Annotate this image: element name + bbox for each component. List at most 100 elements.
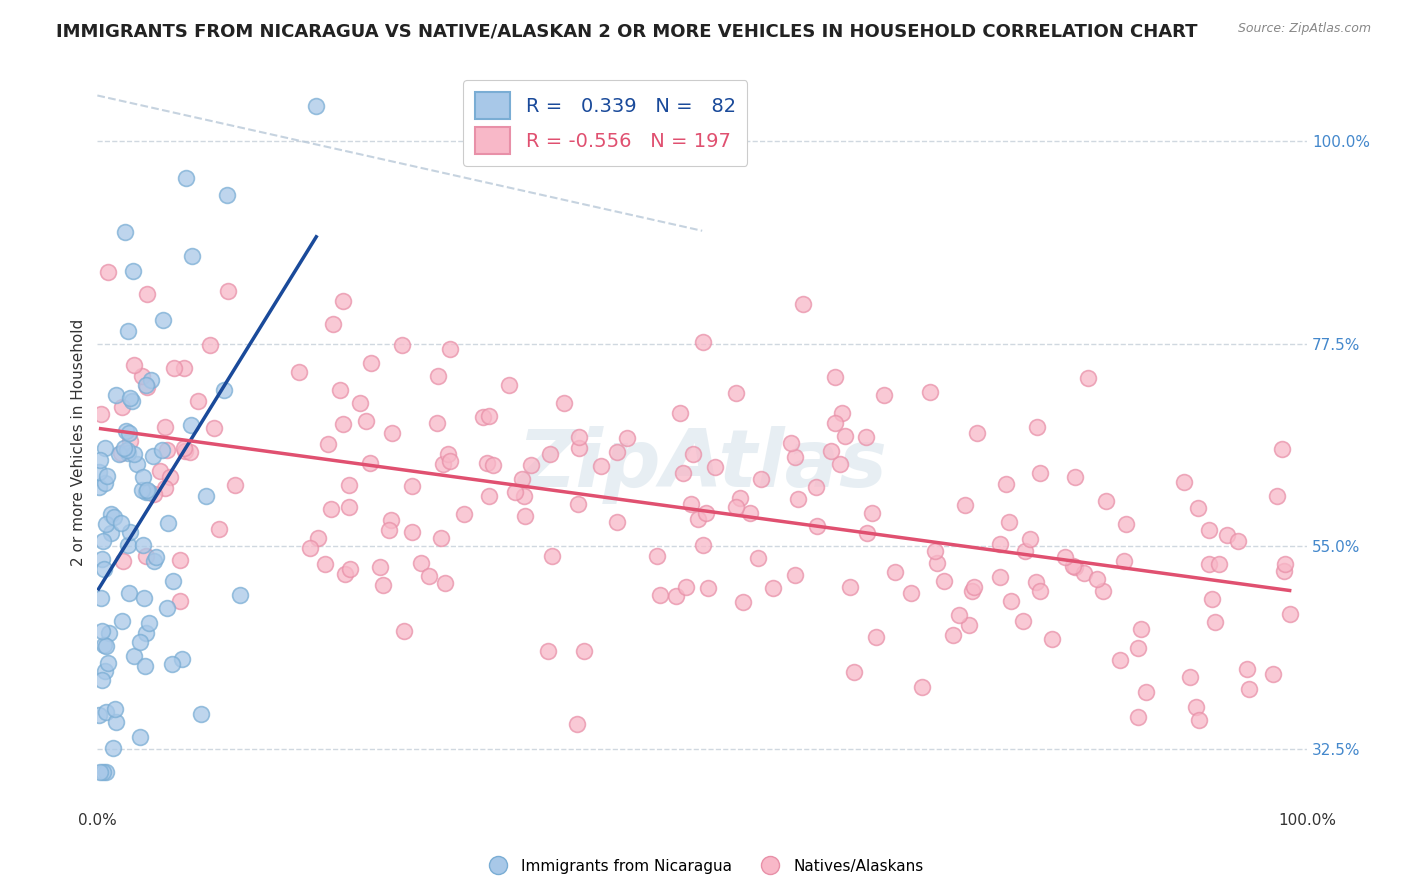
Point [141, 373, 163, 387]
Point [378, 523, 401, 537]
Point [120, 525, 142, 540]
Point [89, 465, 111, 479]
Point [696, 581, 718, 595]
Point [97, 626, 120, 640]
Point [129, 635, 152, 649]
Point [87, 708, 110, 723]
Point [299, 541, 322, 555]
Point [665, 590, 688, 604]
Point [117, 585, 139, 599]
Point [997, 515, 1019, 529]
Point [675, 580, 697, 594]
Point [111, 400, 134, 414]
Point [963, 581, 986, 595]
Point [953, 498, 976, 512]
Point [1064, 560, 1087, 574]
Point [120, 391, 142, 405]
Point [1077, 370, 1099, 384]
Point [567, 716, 589, 731]
Point [111, 553, 134, 567]
Point [148, 464, 170, 478]
Point [512, 489, 534, 503]
Point [90, 624, 112, 638]
Point [1073, 566, 1095, 581]
Point [111, 614, 134, 628]
Point [553, 396, 575, 410]
Point [681, 497, 703, 511]
Point [138, 485, 160, 500]
Point [645, 549, 668, 563]
Point [1095, 494, 1118, 508]
Point [962, 583, 984, 598]
Point [103, 510, 125, 524]
Point [96, 764, 118, 779]
Point [439, 454, 461, 468]
Point [332, 417, 354, 432]
Point [1278, 607, 1301, 622]
Point [392, 624, 415, 639]
Point [911, 680, 934, 694]
Point [669, 406, 692, 420]
Point [948, 607, 970, 622]
Point [1201, 592, 1223, 607]
Point [1236, 662, 1258, 676]
Point [381, 425, 404, 440]
Point [110, 516, 132, 530]
Point [93, 638, 115, 652]
Point [855, 430, 877, 444]
Point [169, 553, 191, 567]
Point [319, 501, 342, 516]
Point [112, 441, 135, 455]
Point [738, 506, 761, 520]
Point [498, 378, 520, 392]
Point [173, 361, 195, 376]
Point [114, 225, 136, 239]
Point [110, 445, 132, 459]
Point [1064, 470, 1087, 484]
Point [134, 659, 156, 673]
Point [418, 569, 440, 583]
Point [1198, 557, 1220, 571]
Point [356, 413, 378, 427]
Point [453, 508, 475, 522]
Point [831, 406, 853, 420]
Point [224, 478, 246, 492]
Point [104, 388, 127, 402]
Point [138, 616, 160, 631]
Point [380, 513, 402, 527]
Point [121, 394, 143, 409]
Point [122, 447, 145, 461]
Point [1085, 572, 1108, 586]
Point [94, 664, 117, 678]
Point [1025, 574, 1047, 589]
Point [135, 378, 157, 392]
Point [724, 386, 747, 401]
Point [860, 506, 883, 520]
Point [1091, 583, 1114, 598]
Point [314, 558, 336, 572]
Point [162, 657, 184, 671]
Point [537, 644, 560, 658]
Point [1271, 442, 1294, 456]
Point [180, 417, 202, 432]
Point [648, 588, 671, 602]
Point [1187, 500, 1209, 515]
Text: Source: ZipAtlas.com: Source: ZipAtlas.com [1237, 22, 1371, 36]
Point [89, 453, 111, 467]
Point [118, 434, 141, 449]
Point [93, 475, 115, 490]
Point [839, 580, 862, 594]
Point [541, 549, 564, 563]
Point [432, 458, 454, 472]
Point [156, 442, 179, 457]
Point [942, 627, 965, 641]
Point [97, 265, 120, 279]
Point [1227, 534, 1250, 549]
Point [370, 560, 392, 574]
Point [538, 447, 561, 461]
Point [288, 365, 311, 379]
Point [122, 358, 145, 372]
Point [359, 456, 381, 470]
Point [349, 396, 371, 410]
Point [1026, 419, 1049, 434]
